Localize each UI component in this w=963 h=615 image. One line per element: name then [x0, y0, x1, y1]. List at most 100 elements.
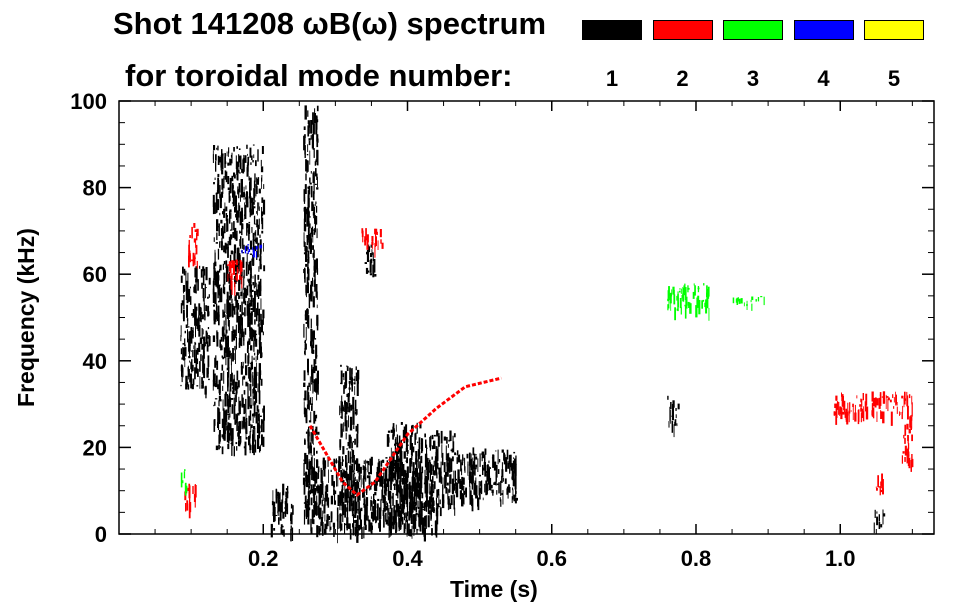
- spectral-mark: [343, 385, 345, 394]
- spectral-mark: [351, 463, 354, 470]
- spectral-mark: [416, 461, 418, 468]
- spectral-mark: [247, 341, 249, 353]
- spectral-mark: [412, 462, 415, 477]
- spectral-mark: [406, 497, 408, 508]
- spectral-mark: [511, 496, 513, 503]
- spectral-mark: [270, 523, 273, 538]
- spectral-mark: [353, 455, 355, 470]
- spectral-mark: [205, 342, 208, 344]
- spectral-mark: [379, 478, 382, 487]
- spectral-mark: [278, 499, 281, 509]
- spectral-mark: [316, 304, 318, 309]
- spectral-mark: [282, 511, 285, 519]
- spectral-mark: [286, 491, 289, 494]
- spectral-mark: [860, 407, 863, 412]
- spectral-mark: [307, 491, 310, 506]
- spectral-mark: [257, 274, 260, 280]
- spectral-mark: [305, 246, 308, 252]
- spectral-mark: [303, 480, 306, 495]
- spectral-mark: [403, 471, 405, 485]
- spectral-mark: [315, 344, 318, 359]
- spectral-mark: [253, 330, 257, 341]
- spectral-mark: [474, 467, 476, 476]
- spectral-mark: [244, 155, 247, 163]
- spectral-mark: [315, 414, 318, 419]
- spectral-mark: [201, 328, 203, 339]
- spectral-mark: [411, 491, 414, 504]
- spectral-mark: [308, 400, 310, 411]
- spectral-mark: [457, 454, 461, 463]
- spectral-mark: [184, 347, 187, 357]
- spectral-mark: [316, 486, 318, 491]
- spectral-mark: [228, 285, 231, 291]
- spectral-mark: [260, 415, 262, 417]
- spectral-mark: [370, 244, 372, 248]
- spectral-mark: [346, 448, 348, 450]
- spectral-mark: [469, 490, 472, 505]
- spectral-mark: [736, 297, 739, 305]
- spectral-mark: [381, 489, 383, 501]
- spectral-mark: [184, 330, 186, 334]
- spectral-mark: [194, 303, 196, 315]
- spectral-mark: [735, 298, 738, 303]
- spectral-mark: [237, 303, 239, 308]
- spectral-mark: [418, 510, 421, 518]
- spectral-mark: [703, 283, 705, 286]
- spectral-mark: [435, 446, 437, 455]
- spectral-mark: [427, 469, 429, 478]
- series-2-region: [833, 391, 913, 426]
- spectral-mark: [308, 236, 310, 250]
- spectral-mark: [495, 477, 497, 486]
- spectral-mark: [316, 495, 318, 509]
- spectral-mark: [258, 218, 260, 230]
- spectral-mark: [243, 403, 246, 415]
- spectral-mark: [314, 478, 316, 482]
- spectral-mark: [260, 278, 262, 292]
- spectral-mark: [247, 364, 249, 366]
- spectral-mark: [254, 352, 256, 356]
- spectral-mark: [219, 194, 222, 209]
- x-axis-label: Time (s): [450, 576, 538, 602]
- spectral-mark: [303, 189, 306, 202]
- spectral-mark: [668, 295, 670, 309]
- spectral-mark: [223, 347, 226, 359]
- spectral-mark: [398, 467, 400, 480]
- spectral-mark: [188, 345, 191, 352]
- spectral-mark: [902, 451, 905, 454]
- spectral-mark: [887, 397, 890, 401]
- spectral-mark: [223, 245, 226, 253]
- spectral-mark: [251, 443, 254, 454]
- spectral-mark: [244, 307, 246, 317]
- spectral-mark: [862, 393, 864, 401]
- spectral-mark: [261, 434, 263, 446]
- spectral-mark: [356, 409, 358, 415]
- spectral-mark: [911, 402, 913, 417]
- spectral-mark: [188, 338, 190, 352]
- spectral-mark: [246, 300, 248, 306]
- spectral-mark: [201, 384, 203, 389]
- spectral-mark: [306, 245, 308, 261]
- spectral-mark: [257, 349, 259, 355]
- spectral-mark: [314, 108, 316, 122]
- spectral-mark: [272, 502, 274, 513]
- spectral-mark: [218, 444, 220, 450]
- spectral-mark: [217, 155, 220, 165]
- spectral-mark: [418, 483, 421, 495]
- spectral-mark: [453, 489, 455, 491]
- spectral-mark: [448, 502, 450, 510]
- spectral-mark: [282, 491, 284, 504]
- spectral-mark: [508, 484, 510, 493]
- spectral-mark: [400, 521, 402, 530]
- spectral-mark: [312, 232, 314, 243]
- spectral-mark: [255, 333, 258, 336]
- spectral-mark: [473, 482, 476, 495]
- spectral-mark: [422, 438, 424, 452]
- spectral-mark: [352, 396, 355, 410]
- spectral-mark: [202, 361, 204, 366]
- spectral-mark: [479, 453, 481, 467]
- spectral-mark: [255, 160, 257, 167]
- spectral-mark: [202, 288, 205, 298]
- spectral-mark: [308, 507, 310, 517]
- spectral-mark: [229, 389, 231, 398]
- spectral-mark: [413, 504, 416, 511]
